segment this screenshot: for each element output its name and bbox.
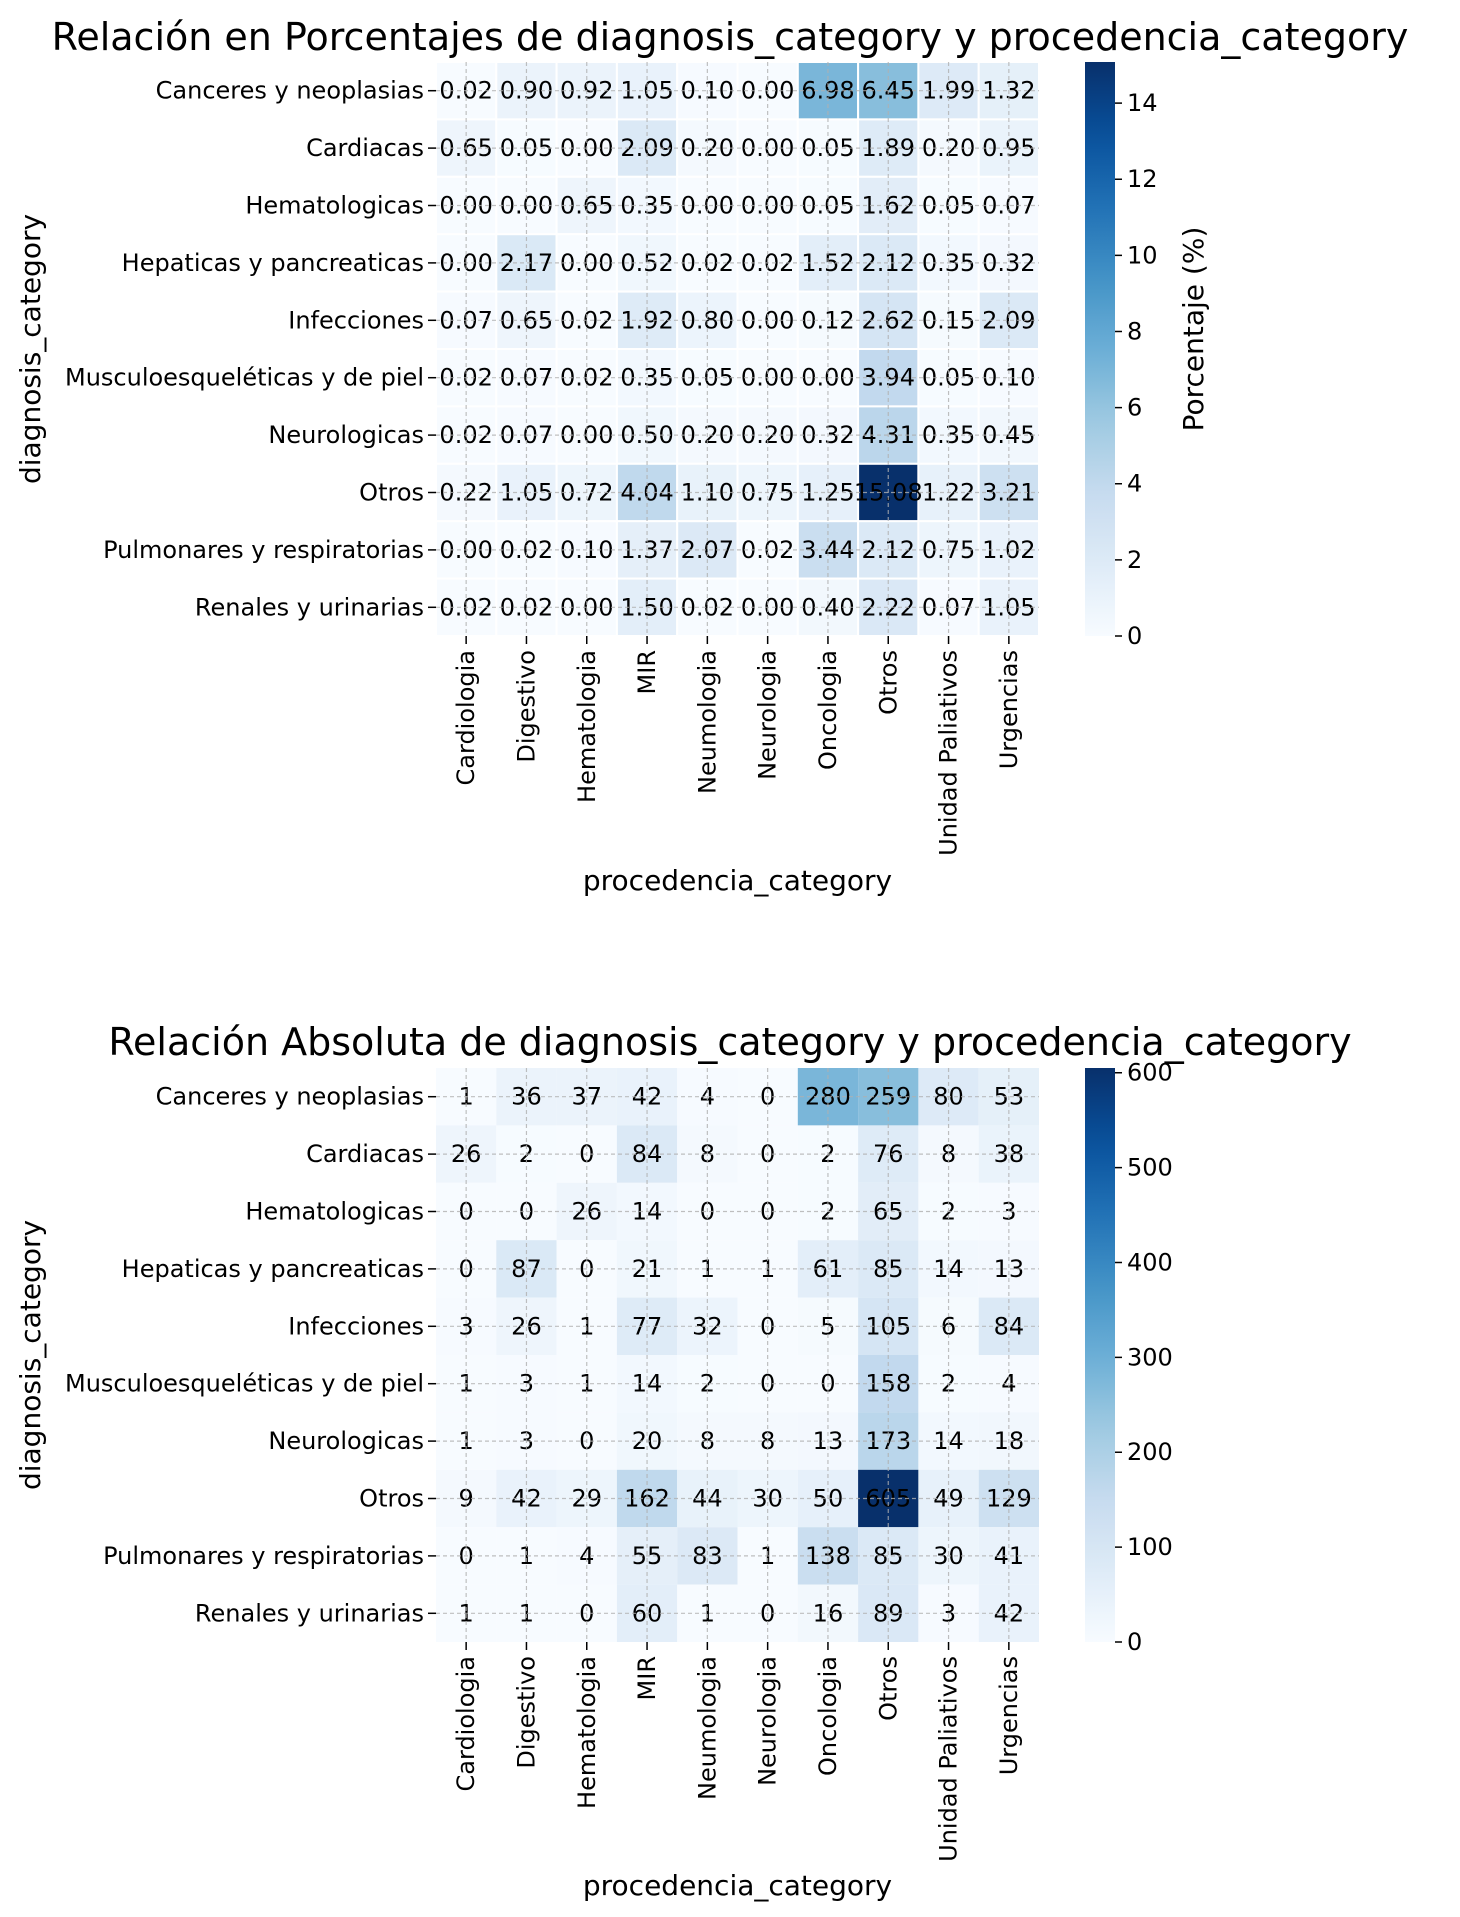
- y-tick-label: Otros: [359, 1485, 424, 1513]
- x-tick-label: Oncologia: [814, 1656, 842, 1776]
- y-tick-labels: Canceres y neoplasias Cardiacas Hematologi…: [65, 77, 436, 621]
- colorbar-tick-label: 10: [1127, 241, 1158, 269]
- y-tick-label: Canceres y neoplasias: [156, 77, 424, 105]
- grid-lines: [436, 1068, 1039, 1642]
- x-tick-label: Oncologia: [814, 650, 842, 770]
- x-tick-label: MIR: [633, 1656, 661, 1700]
- x-tick-label: Unidad Paliativos: [935, 1656, 963, 1862]
- y-tick-label: Neurologicas: [268, 421, 424, 449]
- y-tick-label: Hematologicas: [245, 192, 424, 220]
- colorbar-tick-label: 600: [1127, 1059, 1173, 1087]
- x-tick-label: Hematologia: [573, 1656, 601, 1809]
- x-tick-label: Cardiologia: [452, 1656, 480, 1791]
- colorbar-tick-label: 14: [1127, 89, 1158, 117]
- colorbar-tick-label: 4: [1127, 470, 1142, 498]
- y-tick-label: Infecciones: [288, 306, 424, 334]
- colorbar-tick-label: 100: [1127, 1533, 1173, 1561]
- y-tick-label: Musculoesqueléticas y de piel: [65, 364, 424, 392]
- y-tick-label: Cardiacas: [306, 1140, 424, 1168]
- colorbar-tick-label: 200: [1127, 1438, 1173, 1466]
- y-tick-label: Cardiacas: [306, 134, 424, 162]
- cell-value-labels: 1363742402802598053262084802768380026140…: [451, 1083, 1032, 1628]
- cell-value-label: 1: [519, 1599, 534, 1627]
- x-tick-label: Digestivo: [512, 650, 540, 763]
- x-tick-label: Neurologia: [754, 650, 782, 780]
- colorbar-tick-label: 300: [1127, 1343, 1173, 1371]
- colorbar-tick-label: 0: [1127, 622, 1142, 650]
- y-tick-label: Neurologicas: [268, 1427, 424, 1455]
- y-axis-label: diagnosis_category: [14, 1220, 47, 1490]
- x-tick-label: Cardiologia: [452, 650, 480, 785]
- x-tick-label: Hematologia: [573, 650, 601, 803]
- y-tick-label: Hematologicas: [245, 1198, 424, 1226]
- x-tick-label: Urgencias: [995, 1656, 1023, 1775]
- grid-lines: [436, 62, 1039, 636]
- y-tick-label: Canceres y neoplasias: [156, 1083, 424, 1111]
- colorbar-tick-label: 400: [1127, 1248, 1173, 1276]
- heatmap-panel-1: Relación en Porcentajes de diagnosis_cat…: [14, 15, 1408, 897]
- x-tick-label: Digestivo: [512, 1656, 540, 1769]
- y-tick-label: Renales y urinarias: [195, 593, 424, 621]
- x-axis-label: procedencia_category: [583, 864, 892, 897]
- x-tick-label: Neurologia: [754, 1656, 782, 1786]
- x-tick-label: MIR: [633, 650, 661, 694]
- y-tick-label: Infecciones: [288, 1312, 424, 1340]
- x-tick-label: Otros: [874, 1656, 902, 1721]
- y-tick-label: Renales y urinarias: [195, 1599, 424, 1627]
- colorbar-gradient: [1085, 62, 1115, 636]
- colorbar-tick-label: 8: [1127, 317, 1142, 345]
- chart-title: Relación en Porcentajes de diagnosis_cat…: [52, 15, 1409, 59]
- cell-value-label: 1: [700, 1255, 715, 1283]
- y-axis-label: diagnosis_category: [14, 214, 47, 484]
- colorbar-tick-label: 12: [1127, 165, 1158, 193]
- x-tick-labels: Cardiologia Digestivo Hematologia MIR Neumol…: [452, 1642, 1023, 1862]
- x-tick-label: Unidad Paliativos: [935, 650, 963, 856]
- y-tick-label: Hepaticas y pancreaticas: [122, 1255, 424, 1283]
- cell-value-label: 5: [820, 1312, 835, 1340]
- colorbar-tick-label: 0: [1127, 1628, 1142, 1656]
- heatmap-panel-2: Relación Absoluta de diagnosis_category …: [14, 1020, 1352, 1902]
- chart-title: Relación Absoluta de diagnosis_category …: [108, 1020, 1351, 1064]
- cell-value-label: 1: [700, 1599, 715, 1627]
- x-tick-label: Neumologia: [693, 650, 721, 794]
- y-tick-label: Pulmonares y respiratorias: [103, 536, 424, 564]
- colorbar-gradient: [1085, 1068, 1115, 1642]
- y-tick-labels: Canceres y neoplasias Cardiacas Hematologi…: [65, 1083, 436, 1627]
- colorbar-tick-label: 6: [1127, 394, 1142, 422]
- x-axis-label: procedencia_category: [583, 1869, 892, 1902]
- x-tick-label: Neumologia: [693, 1656, 721, 1800]
- x-tick-label: Urgencias: [995, 650, 1023, 769]
- x-tick-labels: Cardiologia Digestivo Hematologia MIR Neumol…: [452, 636, 1023, 856]
- colorbar: 0 2 4 6 8 10 12 14 Porcentaje (%): [1085, 62, 1210, 650]
- colorbar-label: Porcentaje (%): [1177, 227, 1210, 432]
- x-tick-label: Otros: [874, 650, 902, 715]
- colorbar-tick-label: 500: [1127, 1154, 1173, 1182]
- y-tick-label: Hepaticas y pancreaticas: [122, 249, 424, 277]
- colorbar: 0 100 200 300 400 500 600: [1085, 1059, 1173, 1656]
- y-tick-label: Otros: [359, 479, 424, 507]
- cell-value-label: 1: [519, 1542, 534, 1570]
- y-tick-label: Pulmonares y respiratorias: [103, 1542, 424, 1570]
- colorbar-tick-label: 2: [1127, 546, 1142, 574]
- y-tick-label: Musculoesqueléticas y de piel: [65, 1370, 424, 1398]
